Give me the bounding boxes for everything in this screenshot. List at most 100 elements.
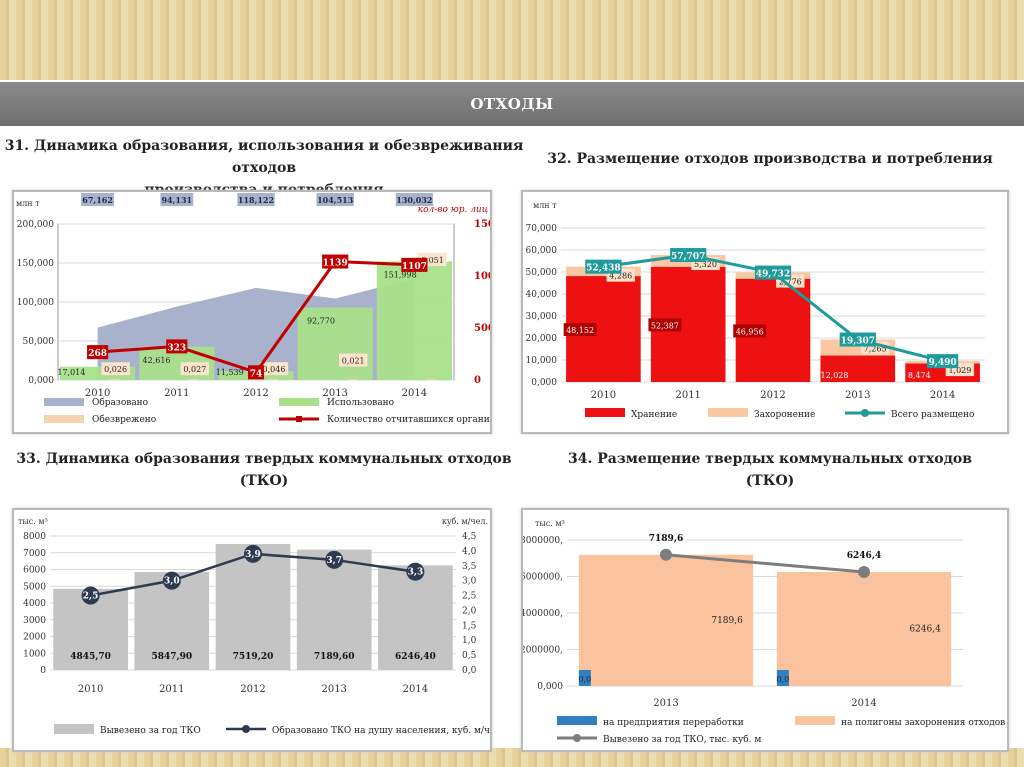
c33-point-percapita	[162, 571, 181, 590]
c31-bar-neutralized	[347, 378, 358, 380]
c31-ylabel: млн т	[16, 199, 40, 208]
c33-point-percapita	[81, 586, 100, 605]
c32-label-total: 9,490	[929, 358, 957, 368]
c34-legend-marker	[573, 734, 581, 742]
c31-label-used: 11,539	[216, 368, 244, 377]
c34-ytick-2: 4000000,	[523, 609, 563, 619]
c34-legend-label: на предприятия переработки	[603, 717, 744, 728]
c32-label-burial: 2,776	[779, 278, 802, 287]
c32-xtick: 2013	[845, 390, 870, 401]
c32-xtick: 2010	[591, 390, 616, 401]
c33-ylabel: тыс. м³	[18, 517, 48, 526]
c32-ytick-1: 10,000	[526, 356, 558, 366]
c32-label-burial: 7,265	[864, 345, 887, 354]
c33-y2tick-7: 3,5	[462, 562, 477, 572]
c31-label-neutralized-box	[259, 362, 289, 376]
c31-label-formed: 67,162	[82, 195, 113, 205]
c31-bar-used	[297, 307, 373, 380]
c31-xtick: 2011	[164, 388, 189, 399]
c32-legend-marker	[861, 409, 869, 417]
c31-label-orgs: 268	[88, 349, 107, 359]
c34-line-removed	[665, 553, 865, 574]
c33-label-percapita: 2,5	[83, 592, 99, 602]
chart-31-panel: млн т кол-во юр. лиц 0,000 50,000 100,000 150…	[12, 190, 518, 434]
chart-33-svg: тыс. м³ куб. м/чел. 0 1000 2000 3000 4000 5000 6…	[18, 517, 504, 736]
c31-label-neutralized: 0,051	[421, 256, 444, 265]
c32-label-burial: 4,286	[609, 272, 632, 281]
c32-label-storage-box	[733, 324, 767, 338]
chart-32-svg: млн т 0,000 10,000 20,000 30,000 40,000 50,000…	[526, 201, 985, 420]
c33-y2tick-6: 3,0	[462, 577, 477, 587]
c33-xtick: 2013	[321, 684, 346, 695]
c31-legend-label: Обезврежено	[92, 414, 156, 425]
chart-32-title-line1: 32. Размещение отходов производства и по…	[547, 151, 993, 167]
parchment-background	[0, 0, 1024, 80]
c33-label-removed: 7519,20	[233, 652, 274, 662]
c31-xtick: 2010	[85, 388, 110, 399]
parchment-background-bottom	[0, 748, 1024, 767]
c31-label-neutralized: 0,026	[104, 365, 127, 374]
c32-label-storage: 48,152	[566, 326, 594, 335]
c33-label-percapita: 3,3	[408, 568, 424, 578]
c31-label-formed-box	[316, 193, 354, 206]
c32-ytick-7: 70,000	[526, 224, 558, 234]
c32-label-total: 52,438	[586, 264, 620, 274]
c31-label-neutralized: 0,027	[183, 365, 206, 374]
c34-label-removed: 7189,6	[649, 534, 683, 544]
c32-legend-swatch	[585, 408, 625, 417]
c31-bar-neutralized	[268, 378, 278, 380]
c31-label-formed-box	[237, 193, 275, 206]
c32-ytick-2: 20,000	[526, 334, 558, 344]
c31-legend-swatch	[44, 415, 84, 423]
c32-label-total: 19,307	[841, 337, 875, 347]
c33-point-percapita	[325, 550, 344, 569]
c31-legend-label: Образовано	[92, 397, 148, 408]
chart-34-title: 34. Размещение твердых коммунальных отхо…	[520, 448, 1020, 492]
c34-label-landfill: 6246,4	[909, 624, 941, 634]
c33-label-percapita: 3,9	[245, 550, 261, 560]
chart-33-panel: тыс. м³ куб. м/чел. 0 1000 2000 3000 4000 5000 6…	[12, 508, 504, 752]
c32-legend-label: Захоронение	[754, 410, 815, 420]
c33-y2label: куб. м/чел.	[442, 517, 488, 526]
c33-ytick-2: 2000	[23, 633, 46, 643]
c32-ytick-4: 40,000	[526, 290, 558, 300]
chart-33-title-line1: 33. Динамика образования твердых коммуна…	[16, 451, 512, 467]
c32-legend-label: Всего размещено	[891, 410, 974, 420]
c32-label-total: 57,707	[671, 252, 705, 262]
c34-ytick-3: 6000000,	[523, 573, 563, 583]
c31-legend-marker	[296, 416, 302, 422]
c34-xtick: 2014	[851, 698, 876, 709]
c34-legend-swatch	[795, 716, 835, 725]
c34-ytick-0: 0,000	[537, 682, 563, 692]
c31-label-formed-box	[395, 193, 434, 206]
c32-label-total-box	[670, 248, 707, 263]
c31-label-orgs-box	[401, 257, 428, 272]
c31-label-orgs-box	[166, 339, 188, 354]
c33-ytick-8: 8000	[23, 532, 46, 542]
c31-bar-neutralized	[109, 378, 120, 380]
c32-label-total-box	[839, 332, 876, 347]
c32-legend-swatch	[708, 408, 748, 417]
c32-legend-label: Хранение	[631, 410, 677, 420]
c33-ytick-0: 0	[40, 666, 46, 676]
c32-xtick: 2012	[760, 390, 785, 401]
c33-label-removed: 7189,60	[314, 652, 355, 662]
c32-xtick: 2011	[675, 390, 700, 401]
c33-y2tick-0: 0,0	[462, 666, 477, 676]
c32-label-total-box	[754, 265, 792, 280]
c34-point-removed	[858, 566, 870, 579]
c34-bar-landfill	[578, 554, 754, 686]
c33-ytick-7: 7000	[23, 549, 46, 559]
c33-xtick: 2011	[159, 684, 184, 695]
c32-ytick-5: 50,000	[526, 268, 558, 278]
c31-label-used: 92,770	[307, 317, 335, 326]
chart-34-title-line1: 34. Размещение твердых коммунальных отхо…	[567, 451, 972, 467]
c32-label-storage: 46,956	[736, 327, 764, 336]
c31-label-neutralized-box	[180, 362, 209, 376]
chart-34-panel: тыс. м³ 0,000 2000000, 4000000, 6000000, 8000…	[520, 508, 1009, 752]
c33-legend-label: Вывезено за год ТКО	[100, 726, 201, 736]
c31-ytick-4: 200,000	[17, 220, 54, 230]
c31-label-neutralized: 0,046	[263, 365, 286, 374]
chart-31-title-line1: 31. Динамика образования, использования …	[4, 138, 524, 176]
c32-ytick-6: 60,000	[526, 246, 558, 256]
